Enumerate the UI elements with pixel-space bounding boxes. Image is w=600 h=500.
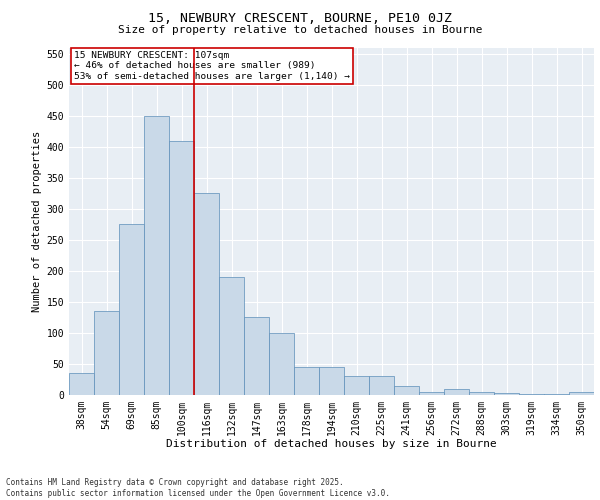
Bar (469, 392, 494, 395)
Bar (444, 389, 469, 395)
Bar (544, 394, 569, 395)
Text: Contains HM Land Registry data © Crown copyright and database right 2025.
Contai: Contains HM Land Registry data © Crown c… (6, 478, 390, 498)
Text: 15, NEWBURY CRESCENT, BOURNE, PE10 0JZ: 15, NEWBURY CRESCENT, BOURNE, PE10 0JZ (148, 12, 452, 26)
Bar (369, 376, 394, 395)
Bar (269, 333, 294, 395)
Bar (319, 367, 344, 395)
Bar (344, 376, 369, 395)
Bar (144, 116, 169, 395)
Bar (194, 194, 219, 395)
Text: Size of property relative to detached houses in Bourne: Size of property relative to detached ho… (118, 25, 482, 35)
Bar (519, 394, 544, 395)
Y-axis label: Number of detached properties: Number of detached properties (32, 130, 43, 312)
Bar (494, 393, 519, 395)
X-axis label: Distribution of detached houses by size in Bourne: Distribution of detached houses by size … (166, 440, 497, 450)
Bar (569, 392, 594, 395)
Bar (119, 224, 144, 395)
Bar (394, 386, 419, 395)
Bar (94, 311, 119, 395)
Bar (169, 140, 194, 395)
Bar (219, 277, 244, 395)
Text: 15 NEWBURY CRESCENT: 107sqm
← 46% of detached houses are smaller (989)
53% of se: 15 NEWBURY CRESCENT: 107sqm ← 46% of det… (74, 51, 350, 81)
Bar (69, 374, 94, 395)
Bar (294, 367, 319, 395)
Bar (419, 392, 444, 395)
Bar (244, 318, 269, 395)
